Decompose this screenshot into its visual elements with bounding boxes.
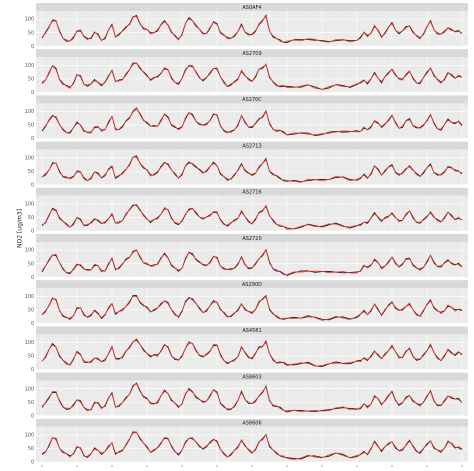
y-tick-label: 50	[28, 261, 34, 267]
y-tick-label: 50	[28, 400, 34, 406]
y-tick-label: 0	[31, 136, 34, 142]
series-predicted-line	[41, 156, 463, 183]
series-predicted-line	[41, 62, 463, 90]
panel-label: AS2720	[242, 236, 261, 242]
y-tick-label: 100	[25, 386, 34, 392]
panel-label: AS2709	[242, 51, 261, 57]
y-tick-label: 100	[25, 155, 34, 161]
y-tick-label: 100	[25, 294, 34, 300]
panel-strip	[36, 326, 468, 335]
y-tick-label: 0	[31, 44, 34, 50]
y-tick-label: 0	[31, 275, 34, 281]
y-tick-label: 50	[28, 215, 34, 221]
series-predicted-line	[41, 203, 463, 230]
y-tick-label: 50	[28, 123, 34, 129]
panel-label: AS2713	[242, 143, 261, 149]
y-tick-label: 50	[28, 30, 34, 36]
series-predicted-line	[41, 248, 463, 276]
y-tick-label: 0	[31, 367, 34, 373]
panel-strip	[36, 49, 468, 58]
y-tick-label: 100	[25, 17, 34, 23]
y-tick-label: 100	[25, 340, 34, 346]
series-predicted-line	[41, 432, 463, 460]
panel-label: AS270C	[242, 97, 262, 103]
y-tick-label: 0	[31, 321, 34, 327]
panel-label: AS0AF4	[242, 5, 261, 11]
series-predicted-line	[41, 15, 463, 43]
series-predicted-line	[41, 338, 463, 367]
series-predicted-line	[41, 106, 463, 136]
series-predicted-line	[41, 383, 463, 413]
panel-label: AS290D	[242, 282, 262, 288]
y-tick-label: 100	[25, 63, 34, 69]
panel-strip	[36, 3, 468, 11]
y-tick-label: 0	[31, 229, 34, 235]
panel-strip	[36, 418, 468, 427]
y-tick-label: 50	[28, 169, 34, 175]
panel-label: AS2716	[242, 190, 261, 196]
y-tick-label: 100	[25, 248, 34, 254]
panel-strip	[36, 187, 468, 196]
panel-strip	[36, 372, 468, 381]
panel-label: AS4581	[242, 328, 261, 334]
y-tick-label: 50	[28, 354, 34, 360]
y-tick-label: 0	[31, 413, 34, 419]
panel-strip	[36, 280, 468, 289]
y-tick-label: 100	[25, 109, 34, 115]
panel-strip	[36, 141, 468, 150]
panel-label: AS8603	[242, 374, 261, 380]
panel-label: AS8606	[242, 421, 261, 427]
y-tick-label: 50	[28, 446, 34, 452]
y-tick-label: 100	[25, 202, 34, 208]
y-tick-label: 50	[28, 307, 34, 313]
y-axis-label: NO2 [ug/m3]	[16, 209, 24, 248]
panel-strip	[36, 95, 468, 104]
y-tick-label: 0	[31, 182, 34, 188]
y-tick-label: 0	[31, 460, 34, 466]
y-tick-label: 100	[25, 433, 34, 439]
series-predicted-line	[41, 295, 463, 321]
panel-strip	[36, 234, 468, 242]
series-observed-line	[41, 204, 463, 230]
y-tick-label: 50	[28, 76, 34, 82]
y-tick-label: 0	[31, 90, 34, 96]
